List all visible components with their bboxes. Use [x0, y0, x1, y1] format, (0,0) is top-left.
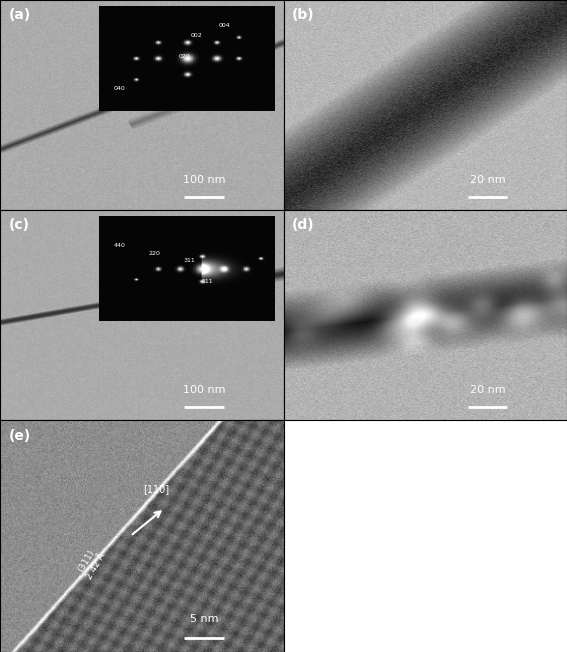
- Text: (b): (b): [292, 8, 315, 22]
- Text: 100 nm: 100 nm: [183, 385, 225, 395]
- Text: (c): (c): [9, 218, 29, 232]
- Text: (d): (d): [292, 218, 315, 232]
- Text: 20 nm: 20 nm: [470, 385, 505, 395]
- Text: (a): (a): [9, 8, 31, 22]
- Text: 5 nm: 5 nm: [190, 614, 218, 624]
- Text: 100 nm: 100 nm: [183, 175, 225, 185]
- Text: [110]: [110]: [143, 484, 169, 494]
- Text: (311)
2.42 Å: (311) 2.42 Å: [75, 546, 107, 582]
- Text: 20 nm: 20 nm: [470, 175, 505, 185]
- Text: (e): (e): [9, 429, 31, 443]
